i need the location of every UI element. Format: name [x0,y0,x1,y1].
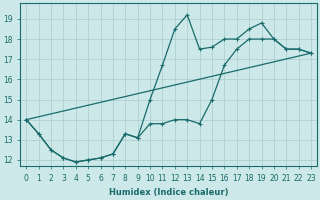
X-axis label: Humidex (Indice chaleur): Humidex (Indice chaleur) [109,188,228,197]
